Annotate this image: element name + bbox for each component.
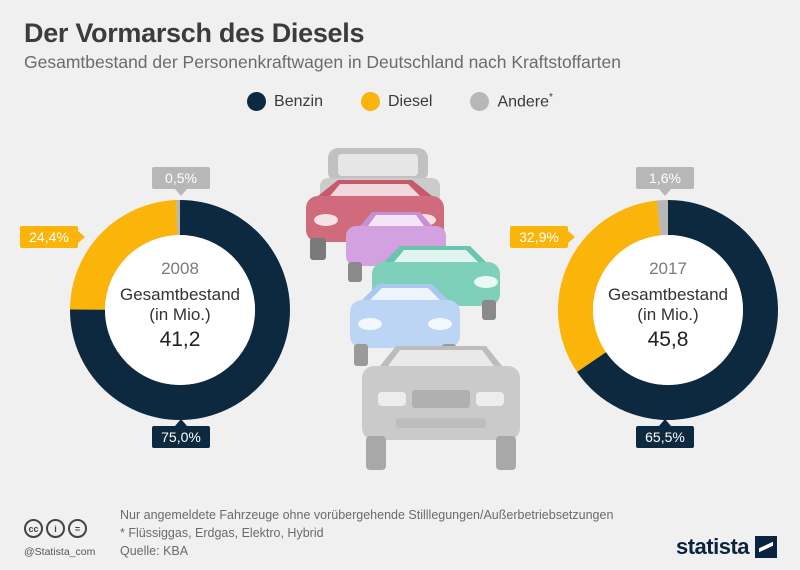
- data-label-pointer: [175, 189, 187, 196]
- donut-chart-2017: [558, 200, 779, 420]
- data-label-pointer: [659, 419, 671, 426]
- donut-2017-slice-diesel: [558, 200, 661, 372]
- data-label-text: 75,0%: [161, 429, 201, 445]
- data-label-text: 0,5%: [165, 170, 197, 186]
- donut-2017-slice-benzin: [577, 200, 779, 420]
- donut-2017-year: 2017: [649, 259, 687, 278]
- donut-2017-center-label-1: Gesamtbestand: [608, 285, 728, 304]
- legend: Benzin Diesel Andere*: [0, 92, 800, 112]
- data-label-2017-benzin: 65,5%: [636, 419, 694, 448]
- cc-icon: cc: [24, 519, 43, 538]
- legend-label-andere: Andere*: [497, 92, 553, 111]
- footer-note-2: * Flüssiggas, Erdgas, Elektro, Hybrid: [120, 526, 324, 540]
- donut-2008-slice-andere: [176, 200, 180, 236]
- data-label-box: [510, 226, 568, 248]
- legend-label-diesel: Diesel: [387, 92, 433, 110]
- donut-2017-hole: [593, 235, 743, 385]
- data-label-box: [152, 167, 210, 189]
- chart-canvas: 2008 Gesamtbestand (in Mio.) 41,2 2017 G…: [20, 148, 779, 470]
- statista-logo: statista: [676, 534, 778, 560]
- data-label-box: [636, 426, 694, 448]
- chart-title: Der Vormarsch des Diesels: [24, 18, 365, 48]
- legend-item-andere: Andere*: [470, 92, 553, 112]
- cars-illustration: [306, 148, 520, 470]
- statista-brand-text: statista: [676, 534, 750, 559]
- data-label-pointer: [568, 231, 575, 243]
- data-label-2008-benzin: 75,0%: [152, 419, 210, 448]
- data-label-text: 65,5%: [645, 429, 685, 445]
- donut-2008-center-label-2: (in Mio.): [149, 305, 210, 324]
- footer-source: Quelle: KBA: [120, 544, 189, 558]
- statista-handle: @Statista_com: [24, 546, 96, 558]
- data-label-text: 1,6%: [649, 170, 681, 186]
- legend-swatch-andere: [470, 92, 490, 112]
- donut-2017-total: 45,8: [648, 328, 689, 351]
- donut-chart-2008: [70, 200, 290, 420]
- statista-logo-icon: [755, 536, 778, 558]
- chart-subtitle: Gesamtbestand der Personenkraftwagen in …: [24, 52, 621, 72]
- donut-2008-year: 2008: [161, 259, 199, 278]
- donut-2008-slice-benzin: [70, 200, 290, 420]
- data-label-2008-diesel: 24,4%: [20, 226, 85, 248]
- data-label-text: 32,9%: [519, 229, 559, 245]
- data-label-pointer: [78, 231, 85, 243]
- legend-item-diesel: Diesel: [360, 92, 433, 112]
- legend-swatch-diesel: [360, 92, 380, 112]
- donut-2017-slice-andere: [656, 200, 668, 236]
- donut-2017-center-label-2: (in Mio.): [637, 305, 698, 324]
- footer-notes: Nur angemeldete Fahrzeuge ohne vorüberge…: [120, 506, 613, 560]
- data-label-pointer: [175, 419, 187, 426]
- data-label-text: 24,4%: [29, 229, 69, 245]
- donut-2008-total: 41,2: [160, 328, 201, 351]
- data-label-2017-andere: 1,6%: [636, 167, 694, 196]
- person-icon: i: [46, 519, 65, 538]
- data-label-2017-diesel: 32,9%: [510, 226, 575, 248]
- legend-swatch-benzin: [247, 92, 267, 112]
- data-label-2008-andere: 0,5%: [152, 167, 210, 196]
- legend-item-benzin: Benzin: [247, 92, 323, 112]
- data-label-box: [152, 426, 210, 448]
- donut-2008-hole: [105, 235, 255, 385]
- data-label-box: [636, 167, 694, 189]
- data-label-pointer: [659, 189, 671, 196]
- equals-icon: =: [68, 519, 87, 538]
- donut-2008-center-label-1: Gesamtbestand: [120, 285, 240, 304]
- legend-label-benzin: Benzin: [274, 92, 323, 110]
- donut-2008-slice-diesel: [70, 200, 178, 310]
- data-label-box: [20, 226, 78, 248]
- data-labels: 75,0% 24,4% 0,5% 65,5% 32,9% 1,6%: [20, 167, 694, 448]
- footer-note-1: Nur angemeldete Fahrzeuge ohne vorüberge…: [120, 508, 614, 522]
- license-icons: cc i =: [24, 519, 87, 538]
